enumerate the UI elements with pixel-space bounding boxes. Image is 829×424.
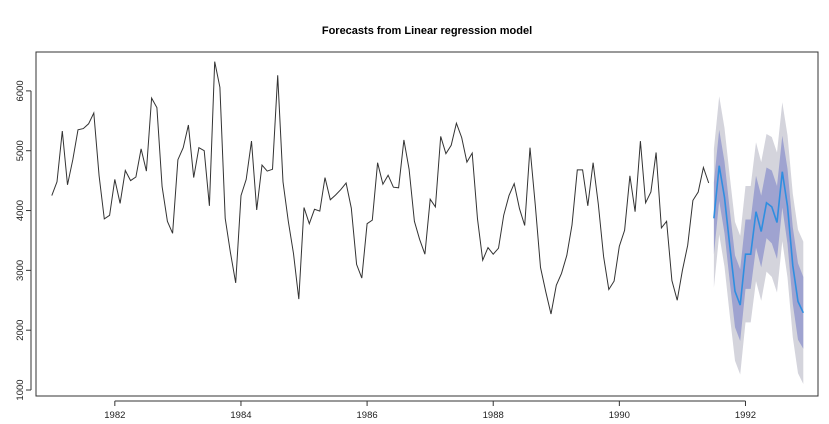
axes: 1982 1984 1986 1988 1990 1992 1000 2000 3000 4000… — [15, 51, 819, 421]
y-tick-label: 1000 — [15, 379, 26, 400]
history-line — [51, 61, 710, 315]
x-tick-label: 1990 — [609, 410, 630, 421]
y-tick-label: 6000 — [15, 80, 26, 101]
x-tick-label: 1992 — [735, 410, 756, 421]
x-tick-label: 1982 — [104, 410, 125, 421]
y-tick-label: 2000 — [15, 320, 26, 341]
series-lines — [51, 61, 805, 315]
y-tick-label: 5000 — [15, 140, 26, 161]
y-tick-label: 4000 — [15, 200, 26, 221]
x-tick-label: 1984 — [230, 410, 251, 421]
chart-title: Forecasts from Linear regression model — [322, 25, 532, 37]
plot-frame — [35, 51, 819, 397]
x-tick-label: 1986 — [357, 410, 378, 421]
forecast-line — [713, 165, 805, 314]
x-tick-label: 1988 — [483, 410, 504, 421]
y-tick-label: 3000 — [15, 260, 26, 281]
